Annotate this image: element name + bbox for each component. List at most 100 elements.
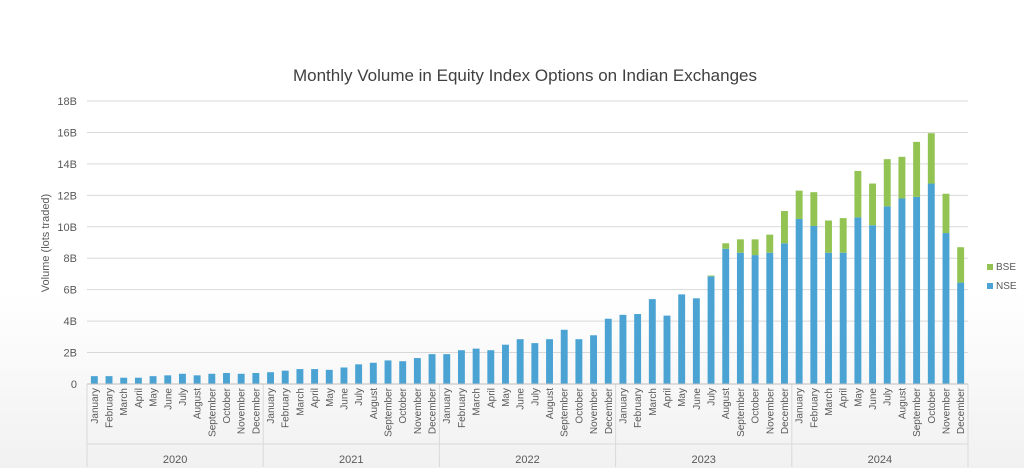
x-tick-label: March — [472, 388, 483, 416]
legend-label-nse: NSE — [996, 281, 1017, 292]
bars — [90, 133, 965, 384]
bar-bse — [766, 234, 774, 253]
x-tick-label: October — [574, 387, 585, 423]
y-tick-label: 16B — [57, 127, 77, 139]
legend-swatch-bse — [987, 264, 993, 270]
bar-nse — [663, 315, 671, 384]
x-tick-label: October — [398, 387, 409, 423]
bar-bse — [795, 190, 803, 219]
x-tick-label: December — [956, 387, 967, 434]
bar-bse — [927, 133, 935, 184]
bar-nse — [531, 343, 539, 384]
x-tick-label: June — [868, 388, 879, 410]
bar-nse — [355, 364, 363, 384]
bar-bse — [825, 220, 832, 253]
bar-nse — [839, 252, 847, 384]
x-tick-label: September — [736, 387, 747, 437]
bar-nse — [913, 196, 921, 384]
bar-nse — [575, 339, 583, 384]
bar-nse — [164, 375, 172, 384]
bar-nse — [634, 314, 642, 384]
bar-bse — [883, 159, 891, 207]
bar-nse — [927, 183, 935, 384]
y-tick-label: 4B — [64, 316, 77, 328]
x-tick-label: May — [325, 388, 336, 407]
x-tick-label: June — [163, 388, 174, 410]
bar-nse — [193, 375, 201, 384]
x-tick-label: July — [707, 388, 718, 406]
bar-nse — [516, 339, 524, 384]
x-tick-label: August — [897, 388, 908, 419]
x-tick-label: October — [751, 387, 762, 423]
x-tick-label: April — [839, 388, 850, 408]
year-label: 2022 — [515, 454, 539, 466]
x-tick-label: December — [251, 387, 262, 434]
bar-nse — [399, 361, 407, 384]
x-tick-label: April — [310, 388, 321, 408]
bar-bse — [913, 141, 921, 197]
bar-nse — [369, 362, 377, 384]
chart-title: Monthly Volume in Equity Index Options o… — [293, 66, 757, 85]
x-tick-label: December — [780, 387, 791, 434]
x-tick-label: May — [853, 388, 864, 407]
y-tick-label: 6B — [64, 285, 77, 297]
bar-nse — [149, 376, 157, 384]
bar-nse — [281, 370, 289, 384]
bar-nse — [722, 248, 730, 384]
y-axis-ticks: 0 2B 4B 6B 8B 10B 12B 14B 16B 18B — [57, 96, 77, 391]
x-tick-label: September — [912, 387, 923, 437]
bar-nse — [267, 372, 274, 384]
x-axis: January February March April May June July Augu… — [86, 383, 969, 467]
bar-nse — [942, 233, 950, 384]
x-tick-label: July — [883, 388, 894, 406]
x-tick-label: August — [369, 388, 380, 419]
x-tick-label: April — [134, 388, 145, 408]
bar-nse — [751, 255, 759, 384]
bar-nse — [134, 377, 142, 384]
bar-nse — [898, 198, 906, 384]
x-tick-label: January — [442, 388, 453, 424]
x-tick-label: July — [354, 388, 365, 406]
x-tick-label: June — [692, 388, 703, 410]
x-tick-label: February — [281, 388, 292, 428]
bar-nse — [781, 243, 788, 384]
bar-nse — [223, 372, 230, 384]
x-tick-label: November — [941, 387, 952, 434]
bar-nse — [413, 358, 421, 384]
x-tick-label: August — [721, 388, 732, 419]
bar-nse — [825, 252, 832, 384]
bar-nse — [443, 354, 451, 384]
x-tick-label: August — [193, 388, 204, 419]
bar-nse — [766, 252, 774, 384]
bar-bse — [942, 193, 950, 234]
bar-nse — [252, 372, 260, 384]
x-tick-label: October — [222, 387, 233, 423]
bar-nse — [296, 369, 304, 384]
bar-nse — [869, 225, 877, 384]
bar-nse — [502, 344, 509, 384]
bar-nse — [619, 314, 627, 384]
x-tick-label: November — [237, 387, 248, 434]
x-tick-label: March — [295, 388, 306, 416]
bar-nse — [883, 206, 891, 384]
x-tick-label: May — [677, 388, 688, 407]
x-tick-label: November — [589, 387, 600, 434]
year-label: 2020 — [163, 454, 187, 466]
year-label: 2023 — [691, 454, 715, 466]
bar-nse — [854, 217, 862, 384]
x-tick-label: December — [428, 387, 439, 434]
bar-nse — [487, 350, 495, 384]
bar-nse — [957, 282, 965, 384]
y-tick-label: 0 — [71, 379, 77, 391]
x-tick-label: June — [339, 388, 350, 410]
bar-nse — [457, 350, 465, 384]
bar-bse — [736, 239, 744, 253]
bar-nse — [237, 373, 245, 384]
x-tick-label: June — [516, 388, 527, 410]
x-tick-label: February — [809, 388, 820, 428]
bar-bse — [722, 243, 730, 249]
x-tick-label: January — [90, 388, 101, 424]
bar-nse — [546, 339, 553, 384]
y-tick-label: 12B — [57, 190, 77, 202]
